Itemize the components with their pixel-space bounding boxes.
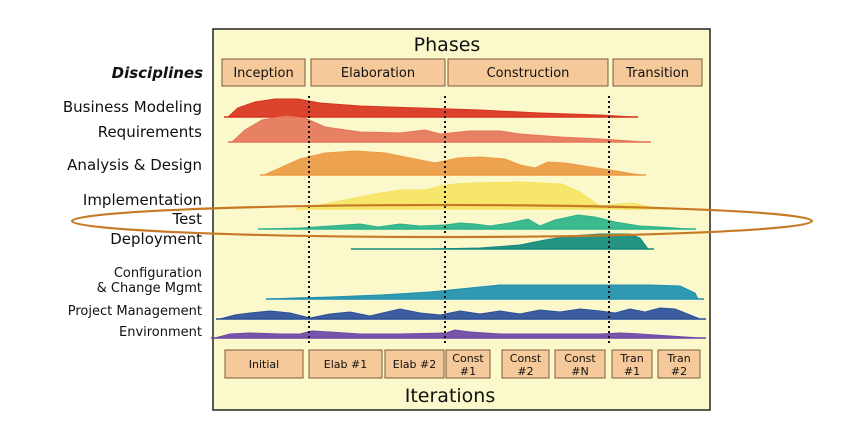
iteration-label: #1 bbox=[460, 365, 476, 378]
iteration-box: Elab #2 bbox=[384, 349, 445, 379]
discipline-hump bbox=[260, 150, 646, 176]
iteration-label: #N bbox=[571, 365, 588, 378]
discipline-label: Project Management bbox=[68, 304, 202, 319]
phase-label: Transition bbox=[625, 66, 689, 81]
discipline-label: Implementation bbox=[83, 191, 202, 209]
discipline-label: Analysis & Design bbox=[67, 156, 202, 174]
iteration-label: Initial bbox=[249, 358, 279, 371]
iteration-box: Const#N bbox=[554, 349, 606, 379]
iteration-box: Tran#2 bbox=[657, 349, 701, 379]
iteration-label: Tran bbox=[619, 352, 643, 365]
iteration-row: Initial Elab #1 Elab #2 Const#1Const#2Const… bbox=[224, 349, 701, 379]
iteration-box: Initial bbox=[224, 349, 304, 379]
phase-box: Transition bbox=[612, 58, 703, 87]
phase-label: Elaboration bbox=[341, 66, 415, 81]
iterations-title: Iterations bbox=[405, 385, 496, 407]
discipline-hump bbox=[296, 181, 666, 210]
phase-box: Elaboration bbox=[310, 58, 446, 87]
iteration-label: #1 bbox=[624, 365, 640, 378]
phase-row: Inception Elaboration Construction Transiti… bbox=[221, 58, 703, 87]
discipline-humps bbox=[211, 98, 706, 339]
iteration-label: Const bbox=[452, 352, 484, 365]
iteration-label: Elab #1 bbox=[324, 358, 367, 371]
discipline-hump bbox=[258, 214, 696, 230]
iteration-label: #2 bbox=[671, 365, 687, 378]
iteration-box: Const#2 bbox=[501, 349, 550, 379]
discipline-label: Test bbox=[171, 210, 202, 228]
discipline-label: & Change Mgmt bbox=[97, 281, 202, 296]
discipline-label: Business Modeling bbox=[63, 98, 202, 116]
discipline-label: Environment bbox=[119, 325, 202, 340]
diagram-panel bbox=[212, 28, 711, 411]
discipline-hump bbox=[216, 307, 706, 320]
discipline-label: Requirements bbox=[98, 123, 202, 141]
discipline-hump bbox=[228, 115, 651, 143]
discipline-labels: Business Modeling Requirements Analysis & … bbox=[63, 98, 202, 340]
iteration-label: Const bbox=[510, 352, 542, 365]
phase-dividers bbox=[308, 96, 610, 345]
disciplines-heading: Disciplines bbox=[112, 64, 203, 82]
iteration-label: #2 bbox=[517, 365, 533, 378]
iteration-label: Tran bbox=[666, 352, 690, 365]
discipline-label: Deployment bbox=[110, 230, 202, 248]
discipline-label: Configuration bbox=[114, 266, 202, 281]
phase-label: Inception bbox=[233, 66, 293, 81]
discipline-hump bbox=[266, 284, 704, 300]
iteration-box: Elab #1 bbox=[308, 349, 383, 379]
phase-box: Inception bbox=[221, 58, 306, 87]
iteration-box: Tran#1 bbox=[611, 349, 653, 379]
iteration-label: Elab #2 bbox=[393, 358, 436, 371]
phase-label: Construction bbox=[487, 66, 570, 81]
iteration-label: Const bbox=[564, 352, 596, 365]
phases-title: Phases bbox=[414, 34, 481, 56]
test-highlight-ellipse bbox=[70, 203, 814, 239]
iteration-box: Const#1 bbox=[445, 349, 491, 379]
phase-box: Construction bbox=[447, 58, 609, 87]
